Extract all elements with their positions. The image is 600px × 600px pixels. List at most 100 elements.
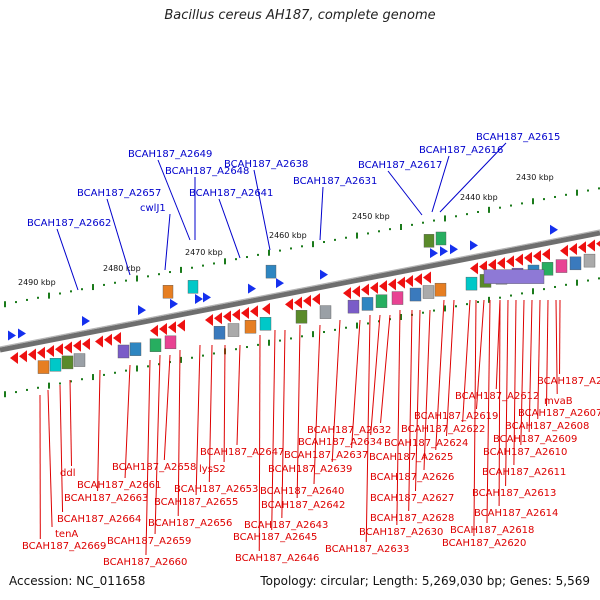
domain-block [391, 291, 404, 305]
tick-dot [433, 309, 435, 312]
reverse-gene-arrow [73, 339, 81, 352]
forward-gene-arrow [470, 240, 478, 251]
domain-block [164, 335, 177, 350]
reverse-gene-arrow [55, 343, 63, 356]
tick-dot [477, 300, 479, 303]
tick-dot [334, 328, 336, 331]
reverse-gene-arrow [542, 248, 550, 261]
tick-dot [147, 275, 149, 278]
reverse-gene-label: BCAH187_A2605 [537, 376, 600, 387]
domain-block [227, 323, 240, 337]
tick-dot [81, 288, 83, 291]
reverse-gene-label: BCAH187_A2614 [474, 508, 558, 519]
reverse-gene-arrow [303, 294, 311, 307]
tick-dot [521, 292, 523, 295]
forward-leader-line [253, 169, 271, 251]
reverse-gene-label: BCAH187_A2626 [370, 472, 454, 483]
tick-dot [59, 382, 61, 385]
reverse-gene-label: BCAH187_A2637 [284, 450, 368, 461]
reverse-gene-arrow [388, 278, 396, 291]
reverse-gene-label: BCAH187_A2610 [483, 447, 567, 458]
domain-block [465, 276, 478, 291]
reverse-gene-label: lysS2 [199, 464, 226, 475]
domain-block [555, 259, 568, 273]
forward-gene-arrow [440, 246, 448, 257]
reverse-leader-line [313, 324, 321, 485]
tick-dot [455, 215, 457, 218]
tick-dot [158, 363, 160, 366]
reverse-gene-arrow [150, 324, 158, 337]
tick-dot [488, 296, 490, 303]
reverse-gene-arrow [524, 251, 532, 264]
reverse-leader-line [505, 299, 509, 487]
reverse-leader-line [513, 299, 517, 466]
tick-dot [202, 354, 204, 357]
forward-gene-arrow [320, 269, 328, 280]
reverse-leader-line [47, 389, 53, 528]
tick-dot [290, 337, 292, 340]
reverse-gene-label: BCAH187_A2619 [414, 411, 498, 422]
tick-dot [554, 195, 556, 198]
domain-block [73, 353, 86, 367]
reverse-leader-line [271, 329, 276, 531]
tick-dot [378, 320, 380, 323]
reverse-gene-label: BCAH187_A2658 [112, 462, 196, 473]
reverse-gene-label: BCAH187_A2663 [64, 493, 148, 504]
forward-gene-arrow [430, 248, 438, 259]
reverse-gene-arrow [312, 293, 320, 306]
reverse-gene-label: BCAH187_A2655 [154, 497, 238, 508]
reverse-gene-arrow [379, 280, 387, 293]
forward-leader-line [319, 186, 324, 241]
reverse-leader-line [163, 354, 171, 461]
reverse-gene-arrow [470, 262, 478, 275]
forward-gene-arrow [203, 292, 211, 303]
domain-block [569, 256, 582, 271]
domain-block [61, 355, 74, 370]
domain-block [213, 326, 226, 340]
reverse-gene-label: BCAH187_A2656 [148, 518, 232, 529]
reverse-leader-line [546, 299, 549, 407]
domain-block [541, 262, 554, 276]
tick-dot [290, 247, 292, 250]
forward-gene-label: BCAH187_A2649 [128, 149, 212, 160]
domain-block [347, 299, 360, 314]
tick-dot [257, 343, 259, 346]
reverse-gene-label: BCAH187_A2634 [298, 437, 382, 448]
tick-dot [114, 281, 116, 284]
tick-dot [345, 236, 347, 239]
tick-dot [422, 311, 424, 314]
reverse-gene-arrow [370, 281, 378, 294]
forward-gene-arrow [276, 278, 284, 289]
reverse-gene-label: BCAH187_A2625 [369, 452, 453, 463]
tick-dot [191, 356, 193, 359]
kbp-tick-label: 2470 kbp [185, 248, 223, 257]
reverse-gene-arrow [285, 298, 293, 311]
reverse-gene-arrow [223, 310, 231, 323]
tick-dot [345, 326, 347, 329]
reverse-gene-arrow [506, 255, 514, 268]
reverse-leader-line [396, 309, 401, 526]
domain-block [244, 320, 257, 334]
reverse-gene-arrow [10, 352, 18, 365]
domain-block [423, 234, 435, 248]
reverse-gene-label: BCAH187_A2612 [455, 391, 539, 402]
reverse-gene-label: BCAH187_A2646 [235, 553, 319, 564]
reverse-gene-arrow [587, 239, 595, 252]
reverse-gene-arrow [397, 276, 405, 289]
tick-dot [488, 206, 490, 213]
reverse-gene-label: BCAH187_A2643 [244, 520, 328, 531]
reverse-gene-arrow [343, 287, 351, 300]
tick-dot [48, 382, 50, 389]
forward-gene-arrow [450, 244, 458, 255]
tick-dot [81, 378, 83, 381]
domain-block [129, 342, 142, 356]
domain-block [187, 280, 199, 294]
tick-dot [334, 238, 336, 241]
reverse-gene-arrow [19, 350, 27, 363]
domain-block [162, 285, 174, 299]
tick-dot [246, 256, 248, 259]
reverse-leader-line [59, 384, 64, 513]
tick-dot [378, 230, 380, 233]
